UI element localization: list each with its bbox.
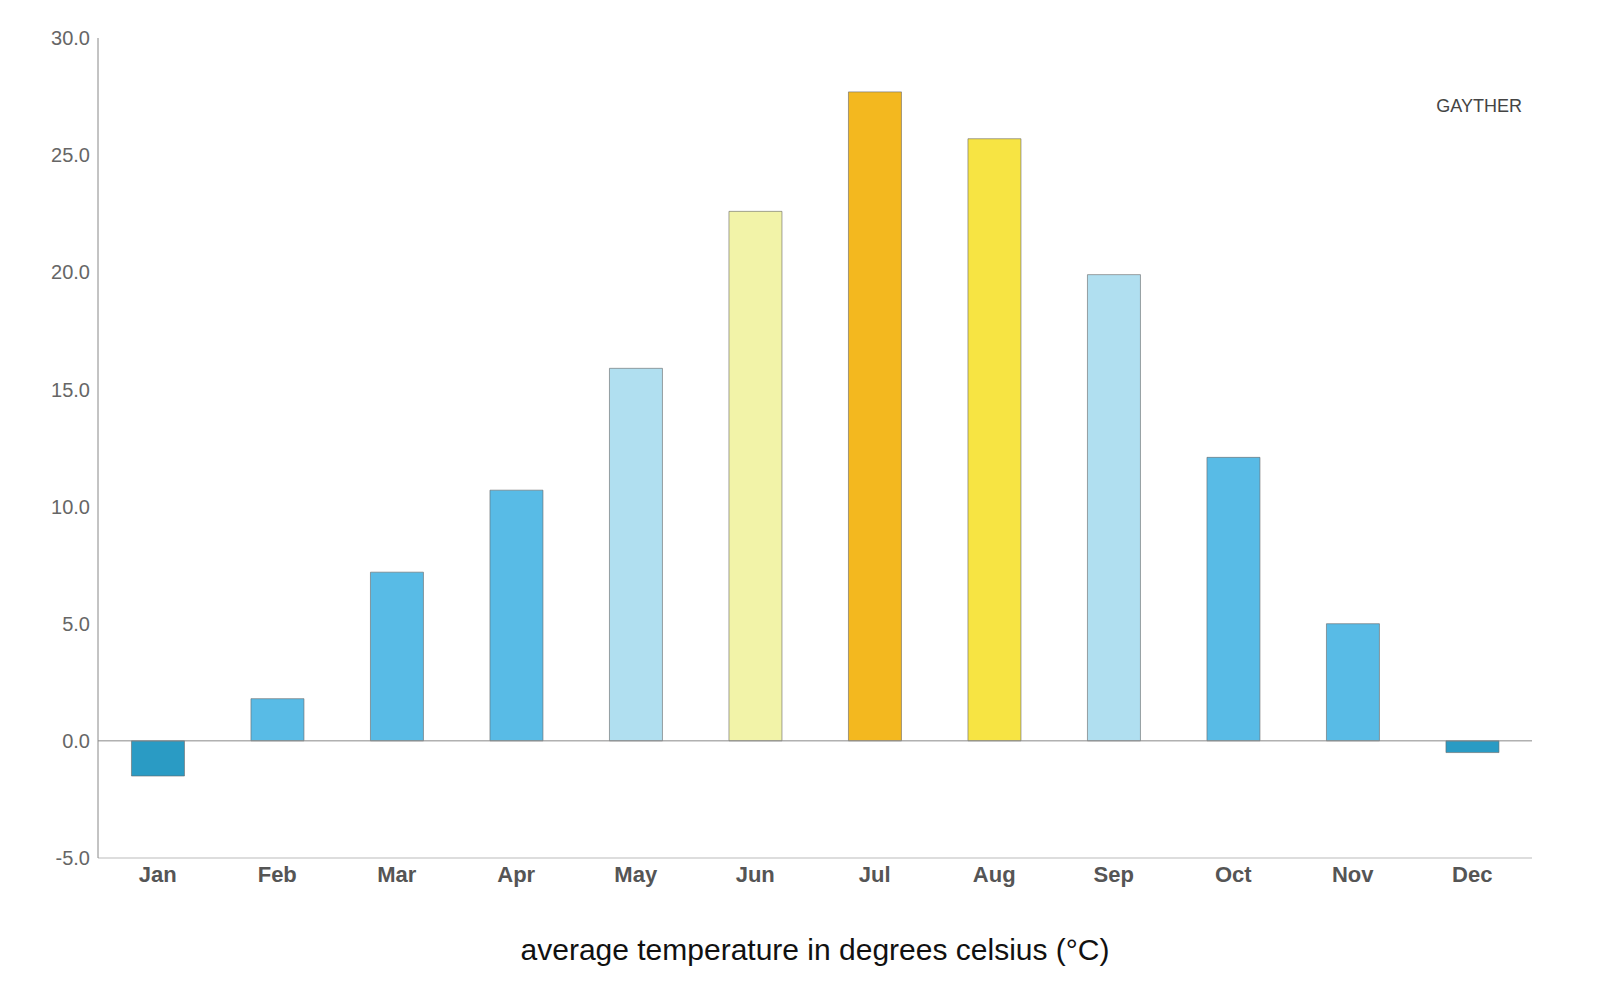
svg-text:Mar: Mar bbox=[377, 862, 417, 887]
svg-text:average temperature in degrees: average temperature in degrees celsius (… bbox=[521, 933, 1110, 966]
svg-text:-5.0: -5.0 bbox=[56, 847, 90, 869]
svg-text:Sep: Sep bbox=[1094, 862, 1134, 887]
svg-text:Oct: Oct bbox=[1215, 862, 1252, 887]
svg-text:Jul: Jul bbox=[859, 862, 891, 887]
svg-text:0.0: 0.0 bbox=[62, 730, 90, 752]
svg-text:Apr: Apr bbox=[497, 862, 535, 887]
svg-text:May: May bbox=[614, 862, 658, 887]
svg-text:Jan: Jan bbox=[139, 862, 177, 887]
svg-text:Aug: Aug bbox=[973, 862, 1016, 887]
svg-text:15.0: 15.0 bbox=[51, 379, 90, 401]
svg-text:Feb: Feb bbox=[258, 862, 297, 887]
svg-text:Nov: Nov bbox=[1332, 862, 1374, 887]
svg-text:Dec: Dec bbox=[1452, 862, 1492, 887]
svg-text:10.0: 10.0 bbox=[51, 496, 90, 518]
svg-text:30.0: 30.0 bbox=[51, 27, 90, 49]
svg-text:5.0: 5.0 bbox=[62, 613, 90, 635]
html-text:GAYTHER: GAYTHER bbox=[1436, 96, 1522, 116]
svg-text:20.0: 20.0 bbox=[51, 261, 90, 283]
svg-text:Jun: Jun bbox=[736, 862, 775, 887]
svg-text:25.0: 25.0 bbox=[51, 144, 90, 166]
